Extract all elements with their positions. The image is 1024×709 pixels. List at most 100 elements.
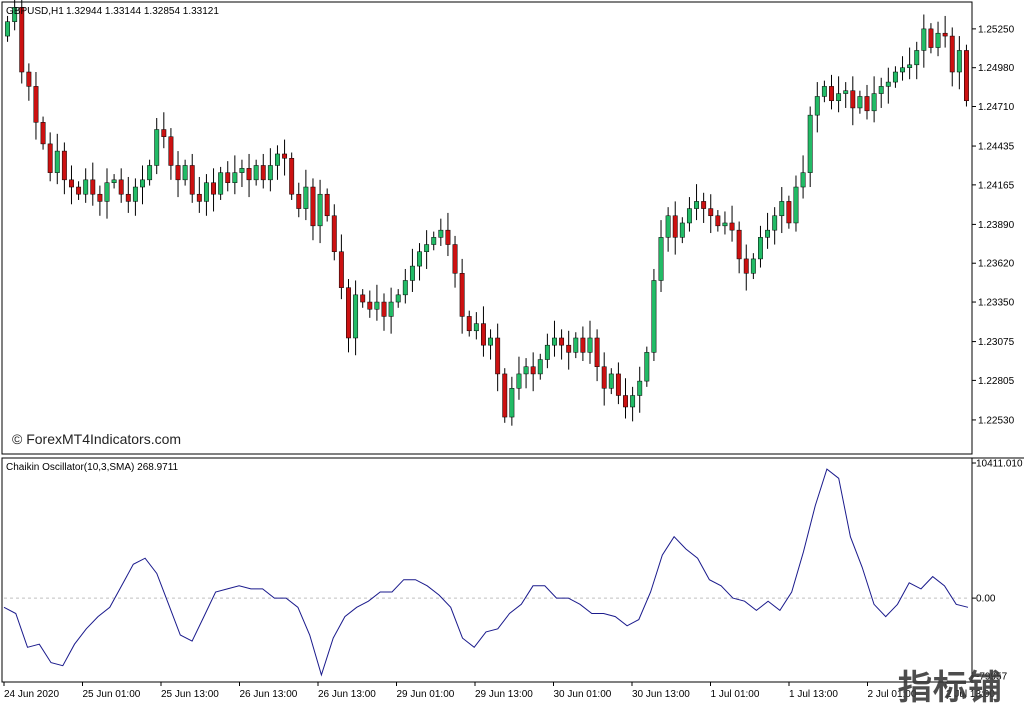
candle-body: [168, 136, 174, 166]
candle-body: [445, 229, 451, 245]
price-tick-label: 1.24980: [978, 63, 1015, 74]
candle-body: [90, 179, 96, 195]
price-tick-label: 1.25250: [978, 24, 1015, 35]
candle-body: [892, 71, 898, 83]
candle-body: [253, 165, 259, 181]
candle-body: [5, 21, 11, 37]
candle-body: [417, 251, 422, 267]
time-tick-label: 2 Jul 01:00: [868, 689, 917, 700]
candle-body: [324, 193, 330, 217]
candle-body: [573, 337, 579, 353]
candle-body: [821, 86, 827, 97]
candle-body: [431, 237, 437, 245]
candle-body: [61, 150, 67, 181]
candle-body: [282, 153, 288, 159]
candle-body: [516, 373, 522, 389]
price-tick-label: 1.24165: [978, 180, 1015, 191]
candle-body: [147, 165, 153, 181]
candle-body: [679, 222, 685, 238]
candle-body: [452, 244, 458, 274]
candle-body: [76, 186, 82, 195]
candle-body: [665, 215, 671, 238]
candle-body: [608, 373, 614, 389]
oscillator-title: Chaikin Oscillator(10,3,SMA) 268.9711: [6, 462, 179, 473]
candle-body: [367, 301, 373, 310]
oscillator-layer: [3, 468, 970, 677]
candle-body: [736, 229, 742, 260]
candle-body: [26, 71, 32, 87]
oscillator-tick-label: 0.00: [976, 594, 996, 605]
candle-body: [203, 182, 209, 202]
candle-body: [40, 122, 46, 145]
candle-body: [47, 143, 53, 173]
candle-body: [310, 186, 316, 227]
candle-body: [54, 150, 60, 173]
candle-body: [850, 90, 856, 109]
candle-body: [182, 165, 188, 181]
time-tick-label: 1 Jul 01:00: [711, 689, 760, 700]
time-tick-label: 29 Jun 01:00: [397, 689, 455, 700]
candle-body: [836, 93, 842, 102]
candle-body: [353, 294, 359, 339]
candle-body: [260, 165, 266, 181]
candle-body: [402, 280, 408, 296]
candle-body: [211, 182, 216, 195]
candle-body: [594, 337, 600, 367]
candle-body: [360, 294, 366, 303]
candle-body: [104, 182, 110, 202]
candle-body: [218, 172, 224, 195]
time-tick-label: 1 Jul 13:00: [789, 689, 838, 700]
candle-body: [587, 337, 593, 353]
candle-body: [949, 35, 955, 73]
candle-body: [161, 129, 167, 137]
candle-body: [878, 86, 884, 94]
time-tick-label: 24 Jun 2020: [4, 689, 59, 700]
candle-body: [239, 168, 245, 173]
candle-body: [346, 287, 351, 339]
candle-body: [729, 222, 735, 231]
candle-body: [246, 168, 252, 181]
candle-body: [708, 208, 714, 217]
candle-body: [885, 81, 891, 87]
candle-body: [388, 301, 394, 317]
candle-body: [715, 215, 721, 227]
price-tick-label: 1.23350: [978, 298, 1015, 309]
candle-body: [900, 67, 905, 73]
candle-body: [303, 186, 309, 209]
candle-body: [921, 28, 927, 51]
time-tick-label: 25 Jun 13:00: [161, 689, 219, 700]
candle-body: [765, 229, 771, 238]
candle-body: [793, 186, 799, 224]
candle-body: [623, 395, 628, 408]
candle-body: [381, 301, 387, 317]
candle-body: [118, 179, 124, 195]
candle-body: [758, 237, 763, 260]
candle-body: [644, 352, 650, 382]
candle-body: [132, 186, 138, 202]
candle-body: [956, 50, 962, 73]
candle-body: [275, 153, 280, 166]
candle-body: [140, 179, 145, 188]
candle-body: [296, 193, 302, 209]
candle-body: [566, 344, 572, 353]
candle-body: [907, 64, 913, 68]
candle-body: [928, 28, 934, 48]
candle-body: [232, 172, 238, 183]
candle-body: [601, 366, 607, 389]
candle-body: [473, 323, 479, 332]
candle-body: [871, 93, 877, 112]
candle-body: [552, 337, 557, 346]
candle-body: [800, 172, 806, 188]
candle-body: [466, 316, 472, 332]
price-panel-frame: [1, 1, 973, 455]
candle-body: [495, 337, 501, 375]
candle-body: [83, 179, 89, 195]
candle-body: [111, 179, 117, 183]
candle-body: [637, 380, 643, 396]
candle-body: [914, 50, 920, 66]
candle-body: [196, 193, 202, 202]
candle-body: [743, 258, 749, 274]
candle-body: [772, 215, 778, 231]
